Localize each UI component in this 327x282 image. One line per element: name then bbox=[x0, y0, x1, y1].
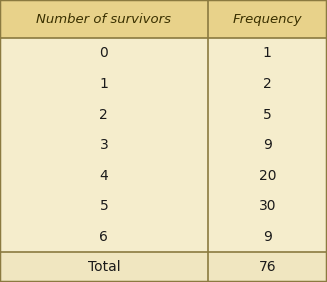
Text: 2: 2 bbox=[99, 108, 108, 122]
Text: 9: 9 bbox=[263, 230, 272, 244]
Text: Number of survivors: Number of survivors bbox=[36, 12, 171, 26]
Text: 0: 0 bbox=[99, 46, 108, 60]
Text: 4: 4 bbox=[99, 169, 108, 183]
Text: 5: 5 bbox=[263, 108, 272, 122]
Text: 1: 1 bbox=[263, 46, 272, 60]
Text: Total: Total bbox=[88, 260, 120, 274]
Text: 20: 20 bbox=[259, 169, 276, 183]
Text: 5: 5 bbox=[99, 199, 108, 213]
Text: 30: 30 bbox=[259, 199, 276, 213]
Text: 76: 76 bbox=[259, 260, 276, 274]
Text: 9: 9 bbox=[263, 138, 272, 152]
Text: Frequency: Frequency bbox=[232, 12, 302, 26]
Text: 6: 6 bbox=[99, 230, 108, 244]
Text: 3: 3 bbox=[99, 138, 108, 152]
Bar bbox=[0, 252, 327, 282]
Text: 1: 1 bbox=[99, 77, 108, 91]
Bar bbox=[0, 0, 327, 38]
Text: 2: 2 bbox=[263, 77, 272, 91]
